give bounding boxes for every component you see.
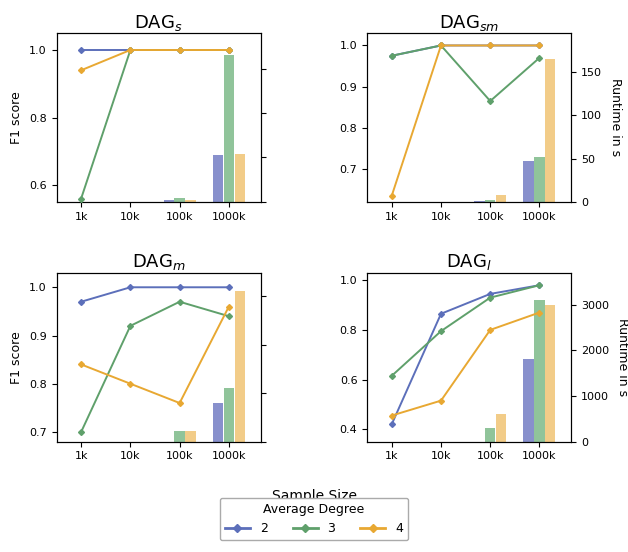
Bar: [524, 359, 534, 442]
Title: $\mathrm{DAG}_{l}$: $\mathrm{DAG}_{l}$: [447, 252, 492, 272]
Bar: [534, 157, 544, 202]
Bar: [545, 59, 555, 202]
Bar: [175, 431, 185, 442]
Y-axis label: Runtime in s: Runtime in s: [616, 318, 628, 396]
Bar: [534, 300, 544, 442]
Text: Sample Size: Sample Size: [271, 489, 357, 502]
Bar: [185, 431, 195, 442]
Bar: [234, 154, 245, 202]
Bar: [213, 155, 223, 202]
Bar: [485, 428, 495, 442]
Bar: [496, 414, 506, 442]
Bar: [213, 403, 223, 442]
Bar: [496, 195, 506, 202]
Bar: [234, 291, 245, 442]
Title: $\mathrm{DAG}_{s}$: $\mathrm{DAG}_{s}$: [134, 13, 183, 33]
Bar: [224, 388, 234, 442]
Bar: [524, 161, 534, 202]
Y-axis label: Runtime in s: Runtime in s: [609, 78, 622, 157]
Title: $\mathrm{DAG}_{sm}$: $\mathrm{DAG}_{sm}$: [439, 13, 499, 33]
Bar: [164, 200, 174, 202]
Bar: [185, 200, 195, 202]
Y-axis label: F1 score: F1 score: [11, 331, 23, 384]
Legend: 2, 3, 4: 2, 3, 4: [220, 498, 408, 540]
Bar: [485, 200, 495, 202]
Bar: [224, 55, 234, 202]
Y-axis label: F1 score: F1 score: [11, 91, 23, 144]
Title: $\mathrm{DAG}_{m}$: $\mathrm{DAG}_{m}$: [132, 252, 185, 272]
Bar: [545, 305, 555, 442]
Bar: [175, 198, 185, 202]
